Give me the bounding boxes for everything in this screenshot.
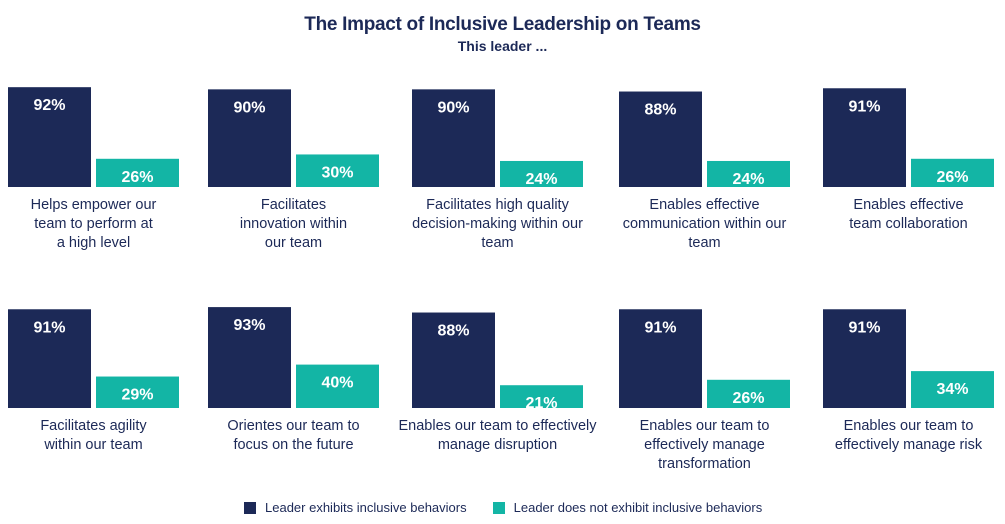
bar-inclusive <box>208 307 291 408</box>
category-label: Enables our team to effectively manage r… <box>834 418 983 453</box>
legend-swatch-not-inclusive <box>492 501 505 514</box>
chart-subtitle: This leader ... <box>457 38 548 54</box>
data-label: 91% <box>33 319 65 336</box>
bar-inclusive <box>823 88 906 187</box>
legend-label-inclusive: Leader exhibits inclusive behaviors <box>265 500 467 515</box>
data-label: 40% <box>321 375 353 392</box>
data-label: 88% <box>644 102 676 119</box>
bar-not-inclusive <box>296 154 379 187</box>
category-label: Helps empower our team to perform at a h… <box>30 197 157 251</box>
legend-label-not-inclusive: Leader does not exhibit inclusive behavi… <box>513 500 763 515</box>
data-label: 91% <box>848 319 880 336</box>
category-label: Enables our team to effectively manage d… <box>398 418 597 453</box>
bar-inclusive <box>823 309 906 408</box>
data-label: 24% <box>525 171 557 188</box>
data-label: 26% <box>121 169 153 186</box>
bar-not-inclusive <box>707 160 790 187</box>
data-label: 91% <box>848 98 880 115</box>
category-label: Enables effective team collaboration <box>849 197 968 232</box>
data-label: 88% <box>437 323 469 340</box>
bar-inclusive <box>8 309 91 408</box>
bar-not-inclusive <box>500 385 583 408</box>
category-label: Facilitates high quality decision-making… <box>412 197 583 251</box>
legend-swatch-inclusive <box>244 501 256 514</box>
category-label: Facilitates innovation within our team <box>239 197 348 251</box>
data-label: 34% <box>936 381 968 398</box>
bar-not-inclusive <box>911 158 994 187</box>
data-label: 21% <box>525 395 557 412</box>
legend: Leader exhibits inclusive behaviors Lead… <box>244 500 788 515</box>
bar-inclusive <box>619 309 702 408</box>
data-label: 91% <box>644 319 676 336</box>
data-label: 90% <box>233 99 265 116</box>
bar-not-inclusive <box>296 364 379 408</box>
bar-not-inclusive <box>96 376 179 408</box>
data-label: 26% <box>936 169 968 186</box>
category-label: Facilitates agility within our team <box>40 418 147 453</box>
legend-item-inclusive: Leader exhibits inclusive behaviors <box>244 500 467 515</box>
bar-not-inclusive <box>707 379 790 408</box>
data-label: 92% <box>33 97 65 114</box>
data-label: 93% <box>233 317 265 334</box>
bar-inclusive <box>619 91 702 187</box>
bar-inclusive <box>412 89 495 187</box>
bar-inclusive <box>208 89 291 187</box>
data-label: 90% <box>437 99 469 116</box>
category-label: Orientes our team to focus on the future <box>227 418 360 453</box>
legend-item-not-inclusive: Leader does not exhibit inclusive behavi… <box>492 500 763 515</box>
bar-inclusive <box>412 312 495 408</box>
bar-inclusive <box>8 87 91 187</box>
chart-title: The Impact of Inclusive Leadership on Te… <box>304 14 701 35</box>
data-label: 29% <box>121 387 153 404</box>
data-label: 24% <box>732 171 764 188</box>
category-label: Enables our team to effectively manage t… <box>639 418 770 472</box>
bar-not-inclusive <box>500 160 583 187</box>
data-label: 30% <box>321 164 353 181</box>
category-label: Enables effective communication within o… <box>622 197 787 251</box>
data-label: 26% <box>732 390 764 407</box>
bar-not-inclusive <box>96 158 179 187</box>
bar-not-inclusive <box>911 371 994 408</box>
